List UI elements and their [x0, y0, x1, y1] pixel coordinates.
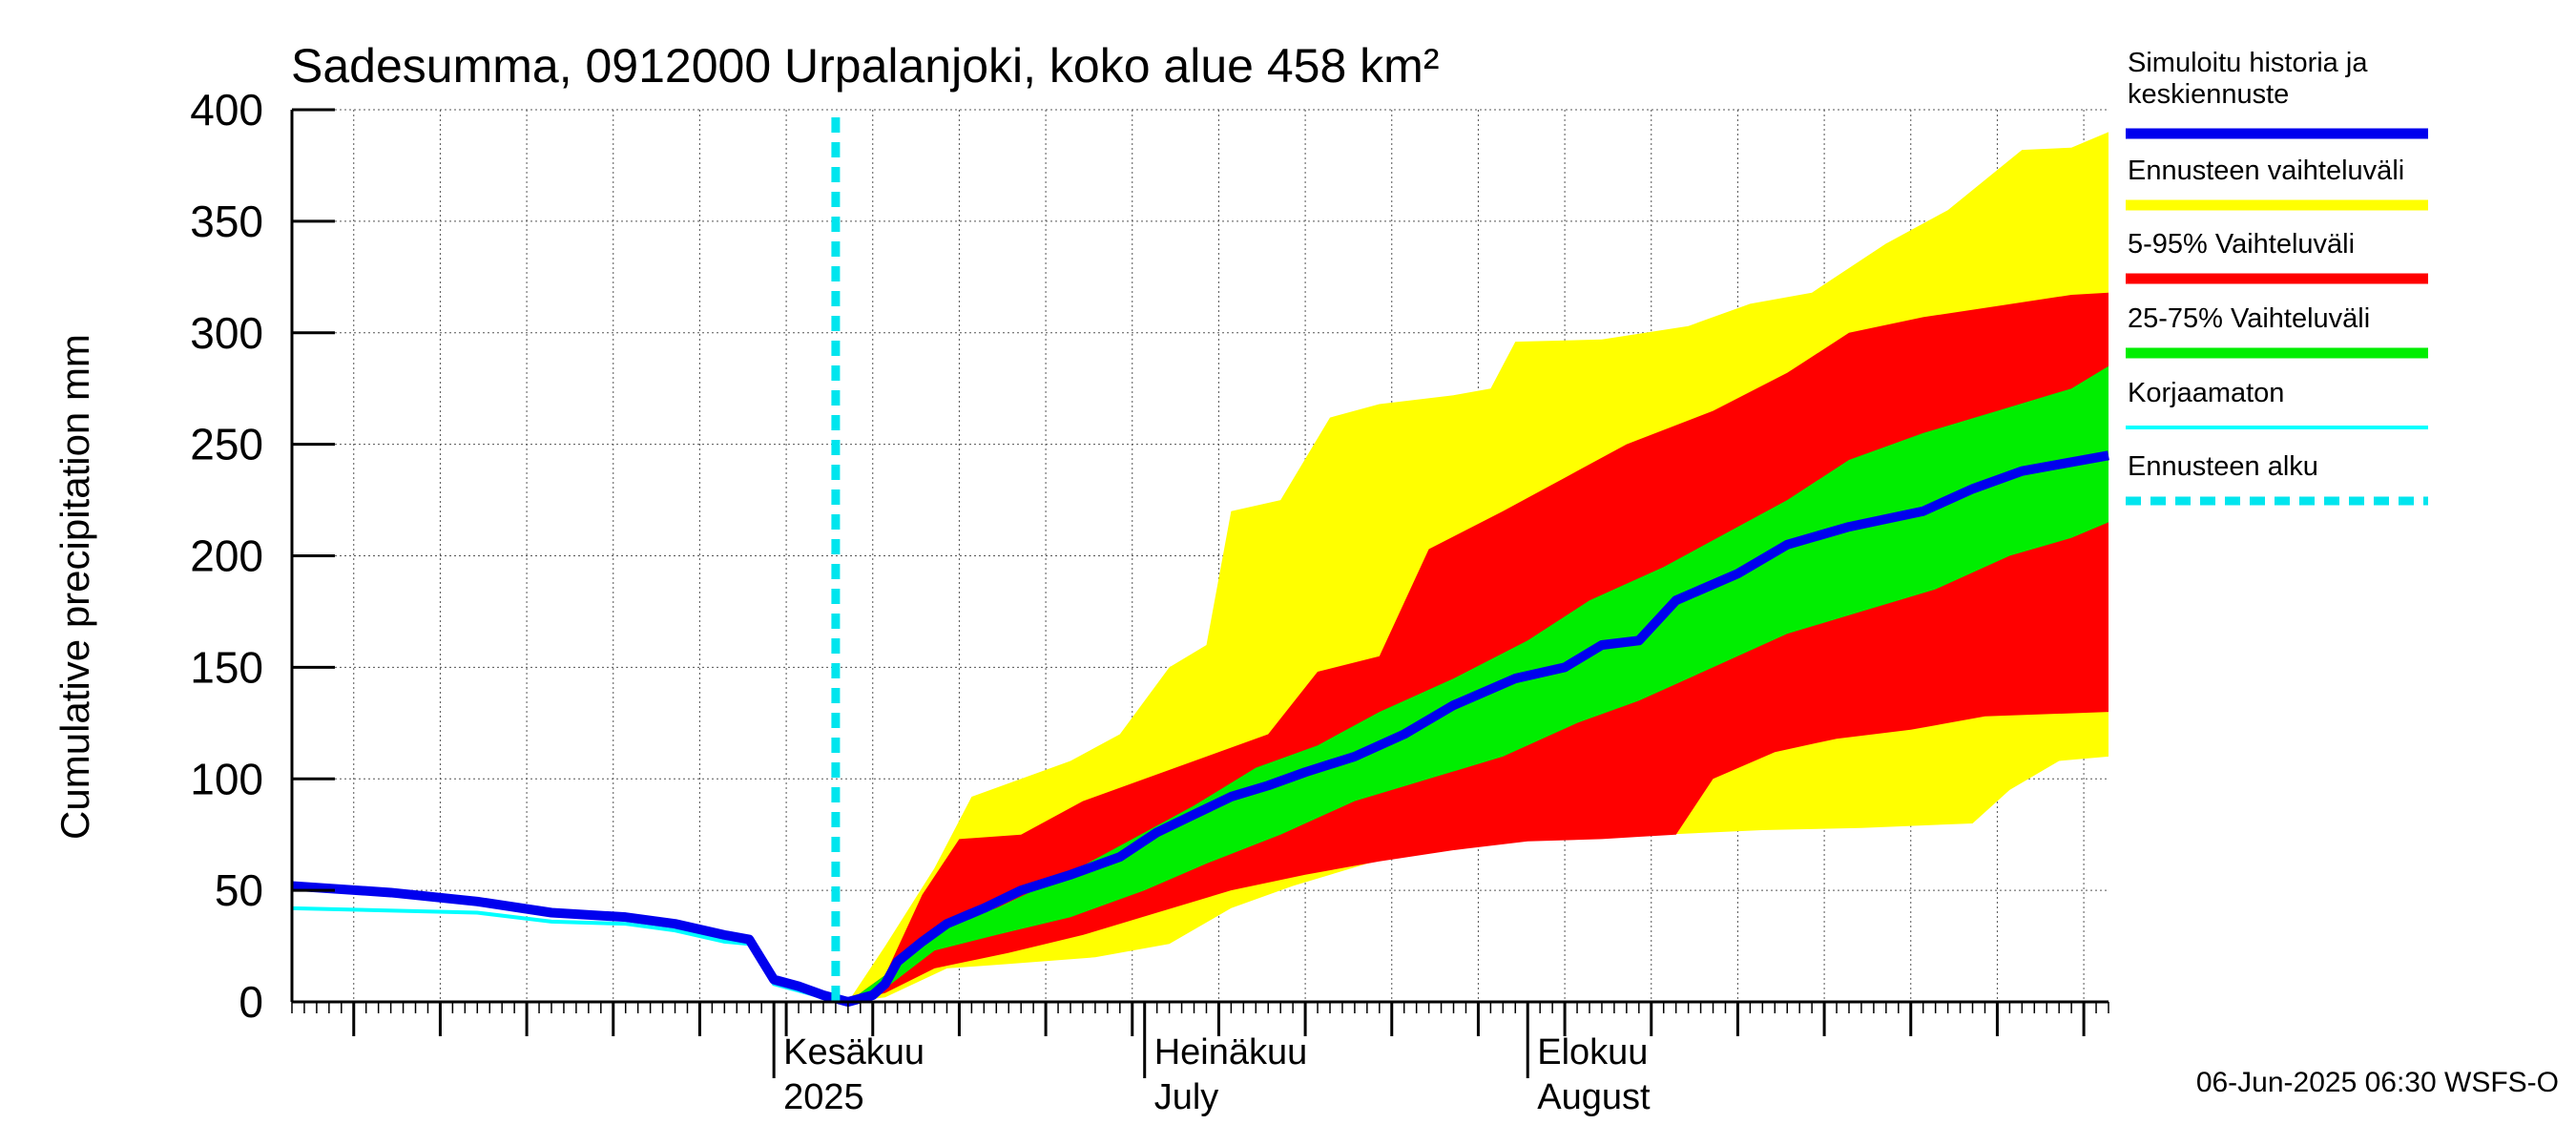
x-month-label: Elokuu [1537, 1032, 1648, 1072]
x-month-sublabel: 2025 [783, 1077, 864, 1117]
y-tick-label: 400 [190, 85, 263, 135]
legend-label-line2: keskiennuste [2128, 79, 2289, 110]
legend-label: Korjaamaton [2128, 378, 2284, 408]
legend-label: Ennusteen vaihteluväli [2128, 156, 2404, 186]
y-tick-label: 300 [190, 308, 263, 358]
chart-title: Sadesumma, 0912000 Urpalanjoki, koko alu… [291, 39, 1439, 93]
x-month-label: Kesäkuu [783, 1032, 924, 1072]
legend-label: Ennusteen alku [2128, 451, 2318, 482]
y-tick-label: 50 [215, 865, 263, 915]
legend-label: Simuloitu historia ja [2128, 48, 2368, 78]
y-tick-label: 150 [190, 642, 263, 692]
mean-forecast-line [291, 450, 2109, 1007]
x-month-sublabel: August [1537, 1077, 1651, 1117]
axes: 0 50 100 150 200 250 300 350 400 Kesäkuu 2025 Heinä… [190, 85, 2109, 1117]
y-tick-label: 200 [190, 531, 263, 581]
korjaamaton-line [291, 906, 849, 1004]
x-month-sublabel: July [1154, 1077, 1219, 1117]
footer-timestamp: 06-Jun-2025 06:30 WSFS-O [2196, 1067, 2559, 1098]
x-month-label: Heinäkuu [1154, 1032, 1308, 1072]
y-tick-label: 350 [190, 197, 263, 246]
series-lines [291, 117, 2109, 1007]
band-00ee00 [847, 365, 2109, 1002]
legend-label: 25-75% Vaihteluväli [2128, 303, 2370, 334]
y-tick-label: 250 [190, 420, 263, 469]
y-tick-label: 0 [239, 977, 263, 1027]
y-axis-label: Cumulative precipitation mm [52, 334, 97, 840]
legend-label: 5-95% Vaihteluväli [2128, 229, 2355, 260]
y-tick-label: 100 [190, 754, 263, 803]
